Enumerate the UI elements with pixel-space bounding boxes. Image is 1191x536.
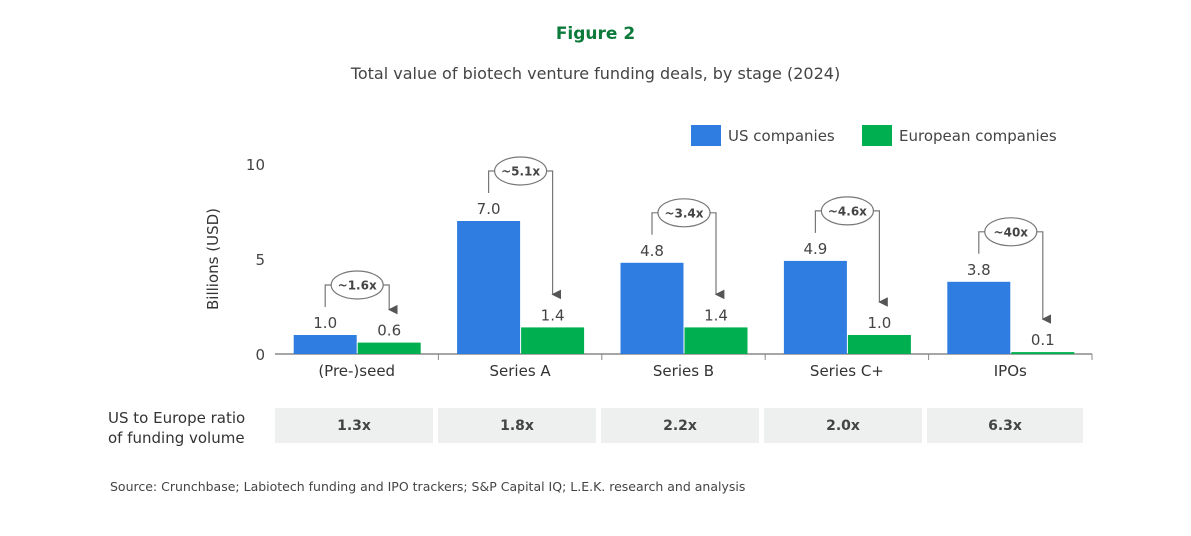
annotation-arrow [546, 170, 561, 300]
x-tick-label: IPOs [994, 362, 1027, 380]
bar-europe [521, 327, 585, 354]
annotation-bubble [657, 198, 711, 228]
annotation-bracket [978, 231, 985, 254]
ratio-cell: 2.2x [601, 408, 759, 443]
data-label-us: 4.8 [640, 242, 664, 260]
ratio-cell: 1.3x [275, 408, 433, 443]
data-label-us: 4.9 [803, 240, 827, 258]
chart-title: Total value of biotech venture funding d… [350, 64, 841, 83]
annotation-label: ~1.6x [338, 279, 377, 293]
ratio-row-label: US to Europe ratio of funding volume [108, 408, 245, 448]
data-label-us: 1.0 [313, 314, 337, 332]
y-tick-label: 5 [255, 251, 265, 269]
legend-swatch-us [691, 125, 721, 146]
y-tick-label: 0 [255, 346, 265, 364]
annotation-bracket [651, 212, 658, 235]
data-label-europe: 0.1 [1031, 331, 1055, 349]
annotation-arrow [383, 284, 398, 315]
annotation-arrow [1036, 231, 1052, 324]
annotation-bracket [324, 284, 332, 307]
annotation-label: ~5.1x [501, 165, 540, 179]
bar-us [457, 221, 521, 354]
legend-label-europe: European companies [899, 127, 1057, 145]
x-tick-label: (Pre-)seed [318, 362, 395, 380]
y-tick-label: 10 [246, 156, 265, 174]
data-label-us: 3.8 [967, 261, 991, 279]
annotation-bubble [820, 196, 875, 226]
x-tick-label: Series B [653, 362, 714, 380]
bar-us [293, 335, 357, 354]
ratio-cell: 1.8x [438, 408, 596, 443]
legend-label-us: US companies [728, 127, 835, 145]
x-tick-label: Series C+ [810, 362, 884, 380]
annotation-bubble [330, 270, 384, 300]
data-label-europe: 1.4 [541, 306, 565, 324]
bar-europe [357, 342, 421, 354]
annotation-bubble [493, 156, 548, 186]
y-axis-label: Billions (USD) [204, 208, 222, 310]
bar-us [620, 262, 684, 354]
ratio-label-line2: of funding volume [108, 429, 245, 447]
annotation-label: ~40x [994, 225, 1029, 239]
bar-us [783, 260, 847, 354]
legend-swatch-europe [862, 125, 892, 146]
annotation-label: ~3.4x [664, 206, 703, 220]
annotation-arrow [710, 212, 725, 300]
data-label-us: 7.0 [477, 200, 501, 218]
annotation-arrow [873, 210, 888, 307]
annotation-bubble [984, 217, 1038, 247]
ratio-label-line1: US to Europe ratio [108, 409, 246, 427]
x-tick-label: Series A [490, 362, 552, 380]
data-label-europe: 0.6 [377, 322, 401, 340]
annotation-bracket [488, 170, 495, 193]
ratio-cell: 6.3x [927, 408, 1083, 443]
source-note: Source: Crunchbase; Labiotech funding an… [110, 479, 746, 494]
bar-europe [847, 335, 911, 354]
ratio-cell: 2.0x [764, 408, 922, 443]
data-label-europe: 1.0 [867, 314, 891, 332]
annotation-bracket [814, 210, 822, 233]
bar-us [947, 281, 1011, 354]
figure-label: Figure 2 [555, 24, 636, 44]
data-label-europe: 1.4 [704, 306, 728, 324]
bar-europe [684, 327, 748, 354]
annotation-label: ~4.6x [828, 204, 867, 218]
bar-europe [1011, 352, 1075, 355]
